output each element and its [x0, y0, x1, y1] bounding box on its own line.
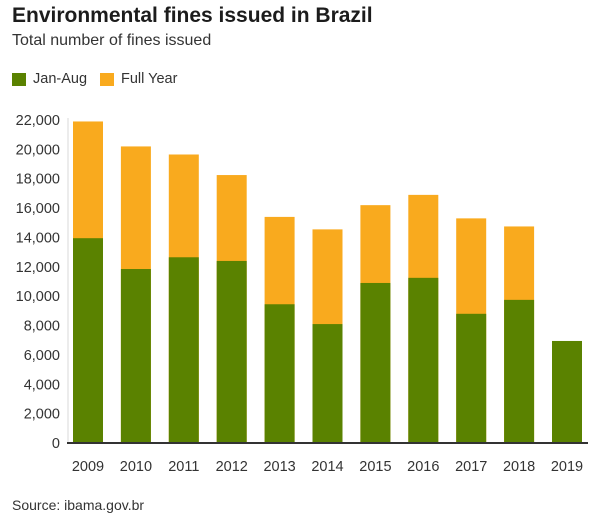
bar-jan-aug-2013 — [264, 304, 295, 443]
x-tick-label: 2010 — [120, 459, 152, 475]
x-tick-label: 2016 — [407, 459, 439, 475]
source-note: Source: ibama.gov.br — [12, 497, 145, 513]
y-tick-label: 16,000 — [16, 201, 60, 217]
y-tick-label: 8,000 — [24, 319, 60, 335]
y-tick-label: 6,000 — [24, 348, 60, 364]
x-tick-label: 2012 — [216, 459, 248, 475]
y-tick-label: 20,000 — [16, 142, 60, 158]
legend-label-full-year: Full Year — [121, 71, 178, 87]
y-tick-label: 12,000 — [16, 260, 60, 276]
y-tick-label: 4,000 — [24, 377, 60, 393]
bar-jan-aug-2018 — [504, 299, 535, 443]
y-tick-label: 18,000 — [16, 172, 60, 188]
y-tick-label: 2,000 — [24, 407, 60, 423]
bar-jan-aug-2016 — [408, 277, 439, 443]
legend-swatch-full-year — [100, 72, 115, 86]
x-tick-label: 2013 — [263, 459, 295, 475]
x-tick-label: 2009 — [72, 459, 104, 475]
y-tick-label: 14,000 — [16, 230, 60, 246]
bar-jan-aug-2010 — [120, 269, 151, 443]
legend-item-jan-aug: Jan-Aug — [12, 71, 87, 87]
legend-swatch-jan-aug — [12, 72, 26, 86]
legend-item-full-year: Full Year — [100, 71, 177, 87]
bar-jan-aug-2009 — [73, 238, 103, 443]
x-tick-label: 2015 — [359, 459, 391, 475]
bar-jan-aug-2017 — [456, 313, 487, 443]
bar-jan-aug-2012 — [216, 260, 247, 443]
legend-label-jan-aug: Jan-Aug — [33, 71, 88, 87]
legend: Jan-Aug Full Year — [12, 71, 190, 87]
bar-jan-aug-2014 — [312, 324, 343, 443]
x-tick-label: 2018 — [503, 459, 535, 475]
y-tick-label: 22,000 — [16, 113, 60, 129]
x-tick-label: 2011 — [168, 459, 199, 475]
bar-jan-aug-2011 — [168, 257, 199, 443]
x-tick-label: 2014 — [311, 459, 343, 475]
bar-jan-aug-2019 — [552, 340, 582, 443]
x-tick-label: 2017 — [455, 459, 487, 475]
x-tick-label: 2019 — [551, 459, 583, 475]
y-tick-label: 10,000 — [16, 289, 60, 305]
chart-title: Environmental fines issued in Brazil — [12, 4, 373, 27]
bar-jan-aug-2015 — [360, 282, 391, 443]
y-tick-label: 0 — [52, 436, 60, 452]
chart-subtitle: Total number of fines issued — [12, 32, 212, 49]
